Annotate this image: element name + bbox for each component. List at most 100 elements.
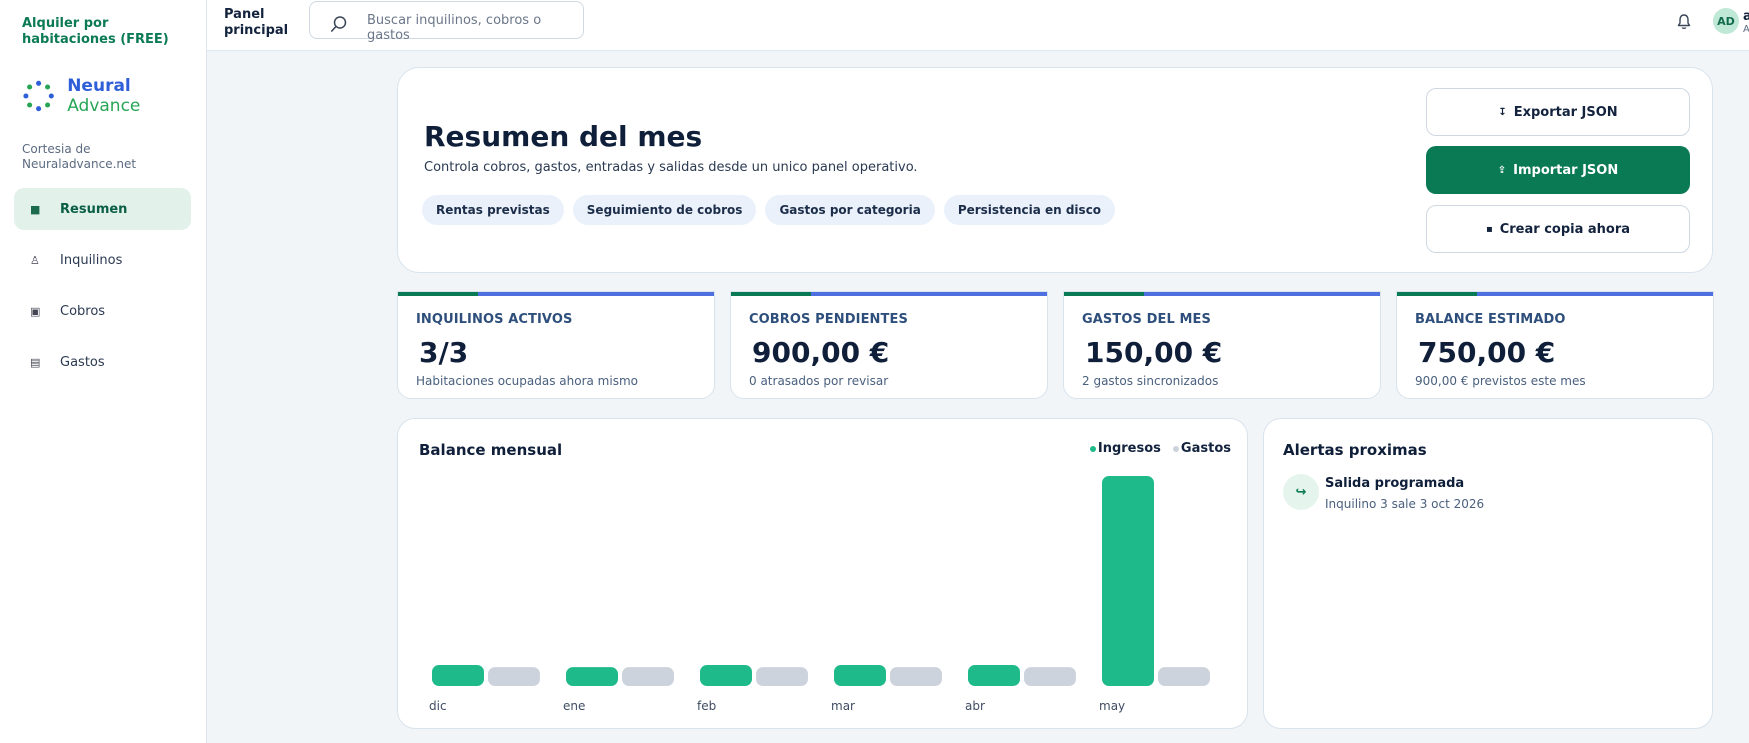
person-icon: ♙	[30, 253, 40, 267]
topbar: Panel principal Buscar inquilinos, cobro…	[207, 0, 1749, 51]
sidebar-item-label: Gastos	[60, 354, 105, 370]
stat-value: 3/3	[419, 336, 469, 369]
upload-icon: ⇪	[1497, 164, 1507, 176]
stat-note: 0 atrasados por revisar	[749, 374, 889, 388]
bar-ingresos-feb[interactable]	[700, 665, 752, 686]
summary-card: Resumen del mes Controla cobros, gastos,…	[397, 67, 1713, 273]
stat-accent-bar	[1064, 292, 1380, 296]
bar-gastos-ene[interactable]	[622, 667, 674, 686]
chip-seguimiento-cobros: Seguimiento de cobros	[572, 195, 757, 225]
balance-chart-card: dic ene feb mar abr may Balance mensual Ingre…	[397, 418, 1248, 729]
stat-label: COBROS PENDIENTES	[749, 312, 908, 327]
sidebar-item-label: Inquilinos	[60, 252, 123, 268]
search-placeholder: Buscar inquilinos, cobros o gastos	[367, 13, 542, 43]
bar-gastos-abr[interactable]	[1024, 667, 1076, 686]
legend-label: Ingresos	[1097, 441, 1161, 456]
bar-ingresos-mar[interactable]	[834, 665, 886, 686]
receipt-icon: ▣	[30, 304, 41, 318]
export-json-label: Exportar JSON	[1513, 104, 1618, 120]
sidebar-item-cobros[interactable]: ▣ Cobros	[14, 290, 191, 332]
search-icon	[330, 16, 347, 32]
exit-arrow-icon: ↪	[1283, 474, 1319, 510]
stat-card-balance: BALANCE ESTIMADO 750,00 € 900,00 € previ…	[1396, 291, 1714, 399]
bar-gastos-mar[interactable]	[890, 667, 942, 686]
grid-square-icon: ■	[30, 202, 41, 216]
app-title: Alquiler por habitaciones (FREE)	[22, 16, 169, 47]
import-json-label: Importar JSON	[1513, 162, 1619, 178]
stat-value: 750,00 €	[1418, 336, 1556, 369]
courtesy-text: Cortesia de Neuraladvance.net	[22, 142, 137, 171]
stat-accent-bar	[1397, 292, 1713, 296]
bar-ingresos-may[interactable]	[1102, 476, 1154, 686]
sidebar-item-resumen[interactable]: ■ Resumen	[14, 188, 191, 230]
download-icon: ↧	[1498, 106, 1507, 118]
alerts-card: Alertas proximas ↪ Salida programada Inq…	[1263, 418, 1713, 729]
stat-note: 900,00 € previstos este mes	[1415, 374, 1586, 388]
create-backup-label: Crear copia ahora	[1499, 221, 1631, 237]
summary-title: Resumen del mes	[424, 120, 703, 153]
logo-text: Neural Advance	[67, 76, 206, 116]
search-input[interactable]: Buscar inquilinos, cobros o gastos	[309, 1, 584, 43]
bar-ingresos-dic[interactable]	[432, 665, 484, 686]
bar-ingresos-ene[interactable]	[566, 667, 618, 686]
chip-gastos-categoria: Gastos por categoria	[765, 195, 935, 225]
logo-text-advance: Advance	[67, 96, 141, 116]
alert-description: Inquilino 3 sale 3 oct 2026	[1325, 497, 1485, 511]
list-icon: ▤	[30, 355, 41, 369]
sidebar-item-inquilinos[interactable]: ♙ Inquilinos	[14, 239, 191, 281]
stat-card-cobros: COBROS PENDIENTES 900,00 € 0 atrasados p…	[730, 291, 1048, 399]
neural-advance-logo[interactable]: Neural Advance	[22, 76, 206, 116]
logo-mark-icon	[23, 80, 54, 112]
user-role: Ad	[1743, 24, 1749, 35]
legend-label: Gastos	[1180, 441, 1231, 456]
stat-value: 900,00 €	[752, 336, 890, 369]
alerts-title: Alertas proximas	[1283, 441, 1427, 459]
alert-text: Salida programada Inquilino 3 sale 3 oct…	[1325, 474, 1484, 511]
bar-ingresos-abr[interactable]	[968, 665, 1020, 686]
chip-rentas-previstas: Rentas previstas	[422, 195, 564, 225]
sidebar-item-label: Resumen	[60, 201, 128, 217]
legend-dot-icon	[1089, 445, 1096, 452]
notification-bell-icon[interactable]	[1675, 13, 1693, 31]
x-tick-label: may	[1099, 699, 1125, 713]
bar-gastos-feb[interactable]	[756, 667, 808, 686]
x-tick-label: mar	[831, 699, 855, 713]
chart-title: Balance mensual	[419, 441, 563, 459]
sidebar-item-label: Cobros	[60, 303, 106, 319]
feature-chips: Rentas previstas Seguimiento de cobros G…	[422, 195, 1124, 225]
stat-accent-bar	[398, 292, 714, 296]
sidebar-item-gastos[interactable]: ▤ Gastos	[14, 341, 191, 383]
logo-text-neural: Neural	[67, 76, 131, 96]
avatar[interactable]: AD	[1713, 8, 1739, 34]
alert-item[interactable]: ↪ Salida programada Inquilino 3 sale 3 o…	[1283, 474, 1484, 511]
legend-item-ingresos: Ingresos	[1089, 441, 1161, 456]
stat-label: INQUILINOS ACTIVOS	[416, 312, 573, 327]
import-json-button[interactable]: ⇪ Importar JSON	[1426, 146, 1690, 194]
x-tick-label: abr	[965, 699, 985, 713]
create-backup-button[interactable]: ▪ Crear copia ahora	[1426, 205, 1690, 253]
stat-value: 150,00 €	[1085, 336, 1223, 369]
stat-card-inquilinos: INQUILINOS ACTIVOS 3/3 Habitaciones ocup…	[397, 291, 715, 399]
x-tick-label: feb	[697, 699, 716, 713]
chart-legend: Ingresos Gastos	[1078, 441, 1231, 456]
stat-accent-bar	[731, 292, 1047, 296]
sidebar: Alquiler por habitaciones (FREE) Neural …	[0, 0, 207, 743]
bar-gastos-may[interactable]	[1158, 667, 1210, 686]
balance-chart: dic ene feb mar abr may	[429, 476, 1210, 713]
legend-dot-icon	[1172, 445, 1179, 452]
bar-gastos-dic[interactable]	[488, 667, 540, 686]
x-tick-label: dic	[429, 699, 447, 713]
chip-persistencia-disco: Persistencia en disco	[943, 195, 1116, 225]
stat-label: BALANCE ESTIMADO	[1415, 312, 1566, 327]
page-title: Panel principal	[224, 7, 289, 38]
user-name: ad	[1743, 9, 1749, 24]
alert-title: Salida programada	[1325, 476, 1465, 491]
stat-label: GASTOS DEL MES	[1082, 312, 1211, 327]
export-json-button[interactable]: ↧ Exportar JSON	[1426, 88, 1690, 136]
sidebar-nav: ■ Resumen ♙ Inquilinos ▣ Cobros ▤ Gastos	[14, 188, 191, 392]
x-tick-label: ene	[563, 699, 585, 713]
stat-card-gastos: GASTOS DEL MES 150,00 € 2 gastos sincron…	[1063, 291, 1381, 399]
summary-subtitle: Controla cobros, gastos, entradas y sali…	[424, 160, 918, 175]
stat-note: Habitaciones ocupadas ahora mismo	[416, 374, 638, 388]
legend-item-gastos: Gastos	[1172, 441, 1231, 456]
